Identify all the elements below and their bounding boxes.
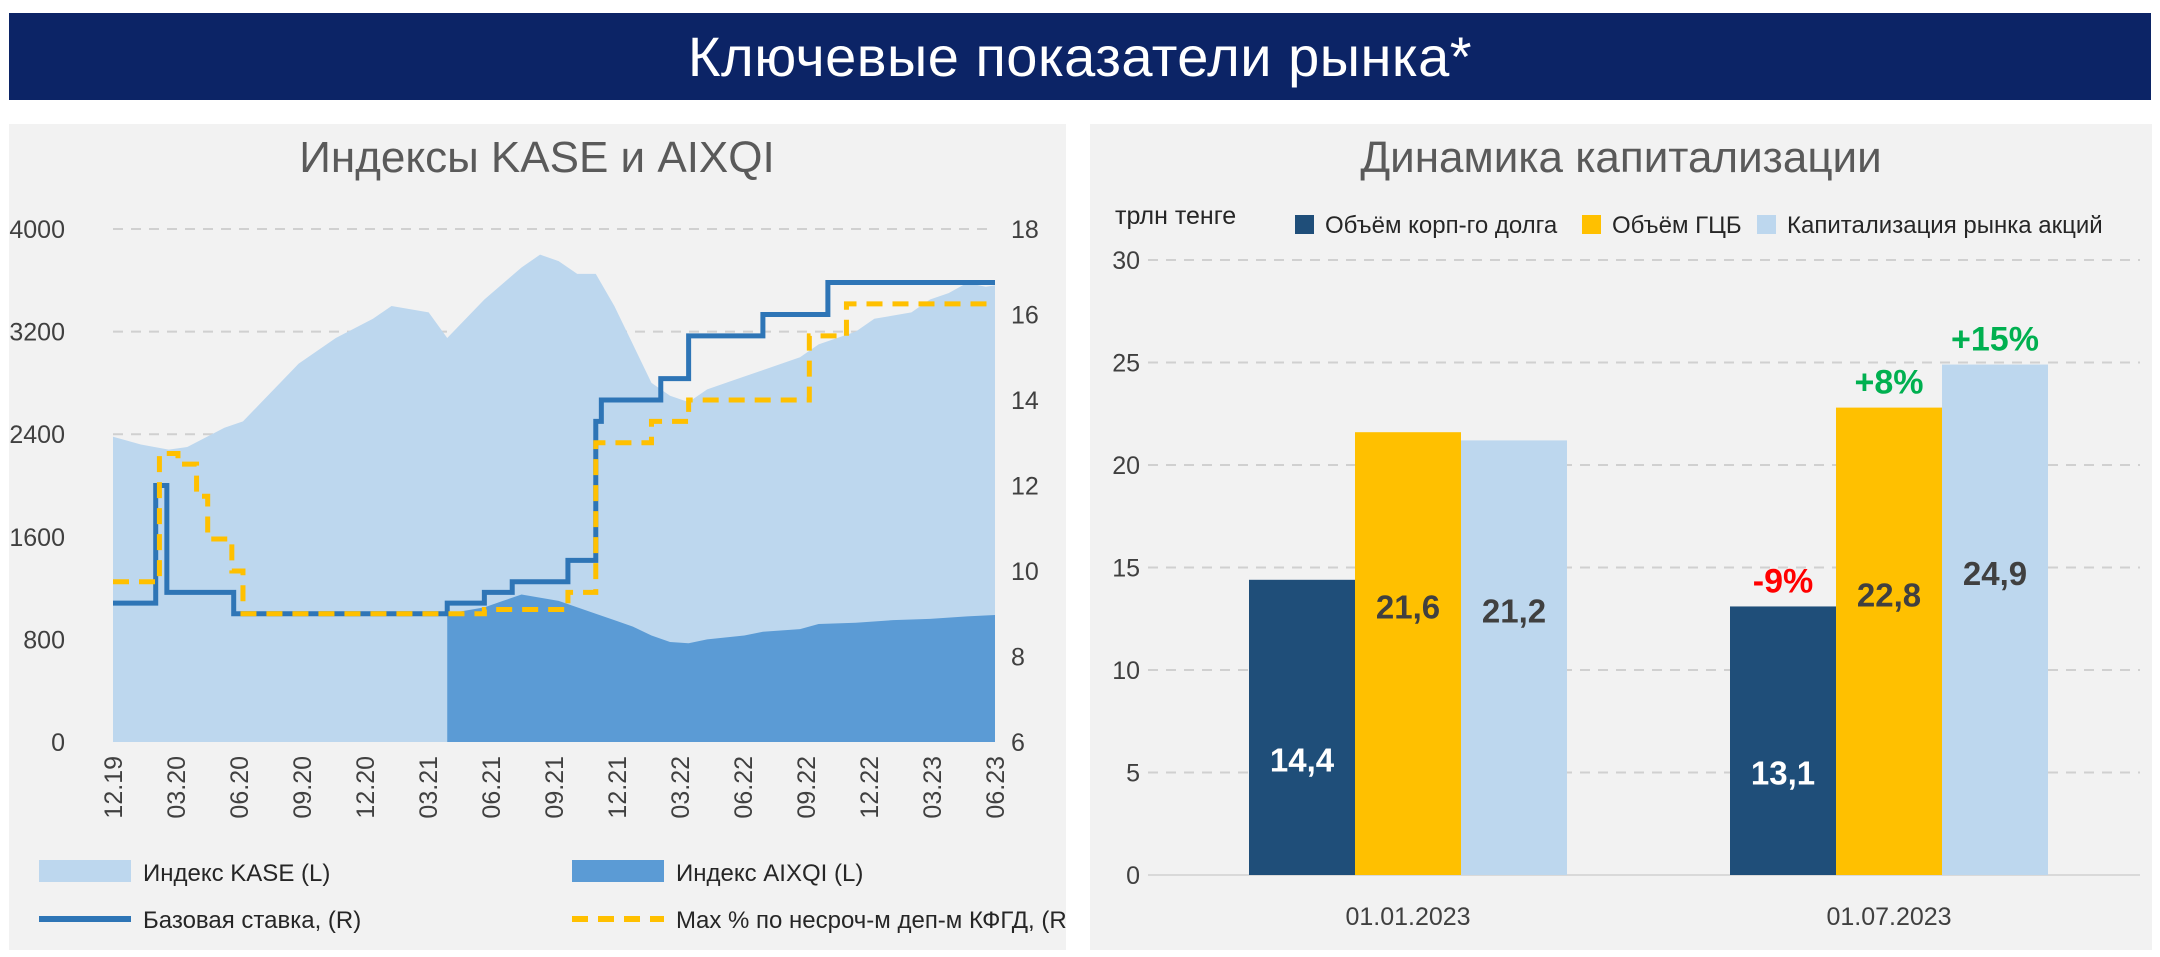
bar-value-label: 21,6 bbox=[1376, 589, 1440, 626]
bar bbox=[1461, 440, 1567, 875]
legend-swatch bbox=[1757, 215, 1776, 234]
x-axis-tick: 09.20 bbox=[289, 756, 317, 819]
x-axis-tick: 12.20 bbox=[352, 756, 380, 819]
index-chart: Индексы KASE и AIXQI 0 800 1600 2400 3200 4000… bbox=[9, 133, 1066, 934]
legend-label: Max % по несроч-м деп-м КФГД, (R) bbox=[676, 907, 1066, 934]
left-axis-tick: 1600 bbox=[9, 524, 65, 552]
x-axis-tick: 03.21 bbox=[415, 756, 443, 819]
y-axis-tick: 15 bbox=[1112, 555, 1140, 583]
aixqi-index-area bbox=[447, 594, 995, 742]
x-axis-tick: 03.23 bbox=[919, 756, 947, 819]
legend-label: Объём корп-го долга bbox=[1325, 212, 1558, 239]
bar-value-label: 14,4 bbox=[1270, 741, 1335, 778]
left-axis-tick: 800 bbox=[23, 626, 65, 654]
right-axis-tick: 14 bbox=[1011, 387, 1039, 415]
bar bbox=[1355, 432, 1461, 875]
x-axis-tick: 06.21 bbox=[478, 756, 506, 819]
y-axis-tick: 25 bbox=[1112, 350, 1140, 378]
legend-label: Индекс AIXQI (L) bbox=[676, 860, 863, 887]
legend-label: Базовая ставка, (R) bbox=[143, 907, 361, 934]
y-axis-tick: 10 bbox=[1112, 657, 1140, 685]
x-axis-tick: 12.22 bbox=[856, 756, 884, 819]
left-axis-tick: 0 bbox=[51, 729, 65, 757]
legend-swatch bbox=[39, 860, 131, 882]
legend-swatch bbox=[1295, 215, 1314, 234]
x-axis-tick: 12.19 bbox=[100, 756, 128, 819]
legend-label: Объём ГЦБ bbox=[1612, 212, 1742, 239]
x-axis-tick: 03.20 bbox=[163, 756, 191, 819]
bar bbox=[1730, 606, 1836, 875]
x-axis-tick: 06.20 bbox=[226, 756, 254, 819]
index-chart-panel: Индексы KASE и AIXQI 0 800 1600 2400 3200 4000… bbox=[9, 124, 1066, 950]
right-axis-tick: 10 bbox=[1011, 558, 1039, 586]
x-axis-tick: 06.22 bbox=[730, 756, 758, 819]
bar-value-label: 22,8 bbox=[1857, 576, 1921, 613]
capitalization-chart-title: Динамика капитализации bbox=[1360, 133, 1881, 182]
legend-label: Индекс KASE (L) bbox=[143, 860, 330, 887]
unit-label: трлн тенге bbox=[1115, 202, 1236, 230]
legend-label: Капитализация рынка акций bbox=[1787, 212, 2103, 239]
capitalization-chart: Динамика капитализации трлн тенге 0 5 10 15 20… bbox=[1112, 133, 2140, 931]
y-axis-tick: 20 bbox=[1112, 452, 1140, 480]
x-axis-tick: 06.23 bbox=[982, 756, 1010, 819]
bar-value-label: 13,1 bbox=[1751, 755, 1815, 792]
y-axis-tick: 5 bbox=[1126, 760, 1140, 788]
x-axis-category: 01.01.2023 bbox=[1345, 903, 1470, 931]
x-axis-tick: 12.21 bbox=[604, 756, 632, 819]
base-rate-line bbox=[113, 279, 995, 617]
right-axis-tick: 12 bbox=[1011, 473, 1039, 501]
kase-index-area bbox=[113, 254, 995, 742]
bar bbox=[1836, 407, 1942, 875]
right-axis-tick: 8 bbox=[1011, 644, 1025, 672]
legend-swatch bbox=[1582, 215, 1601, 234]
left-axis-tick: 4000 bbox=[9, 216, 65, 244]
change-label: -9% bbox=[1753, 562, 1813, 600]
right-axis-tick: 18 bbox=[1011, 216, 1039, 244]
y-axis-tick: 30 bbox=[1112, 247, 1140, 275]
x-axis-tick: 09.21 bbox=[541, 756, 569, 819]
left-axis-tick: 3200 bbox=[9, 319, 65, 347]
y-axis-tick: 0 bbox=[1126, 862, 1140, 890]
x-axis-tick: 03.22 bbox=[667, 756, 695, 819]
right-axis-tick: 6 bbox=[1011, 729, 1025, 757]
capitalization-chart-panel: Динамика капитализации трлн тенге 0 5 10 15 20… bbox=[1090, 124, 2152, 950]
bar bbox=[1942, 364, 2048, 875]
bar-value-label: 24,9 bbox=[1963, 555, 2027, 592]
change-label: +8% bbox=[1855, 364, 1924, 402]
bar bbox=[1249, 579, 1355, 875]
deposit-max-rate-line bbox=[113, 301, 995, 617]
right-axis-tick: 16 bbox=[1011, 302, 1039, 330]
x-axis-category: 01.07.2023 bbox=[1826, 903, 1951, 931]
left-axis-tick: 2400 bbox=[9, 421, 65, 449]
legend-swatch bbox=[572, 860, 664, 882]
page-banner-title: Ключевые показатели рынка* bbox=[9, 13, 2151, 100]
change-label: +15% bbox=[1951, 321, 2039, 359]
index-chart-title: Индексы KASE и AIXQI bbox=[299, 133, 774, 182]
x-axis-tick: 09.22 bbox=[793, 756, 821, 819]
bar-value-label: 21,2 bbox=[1482, 593, 1546, 630]
